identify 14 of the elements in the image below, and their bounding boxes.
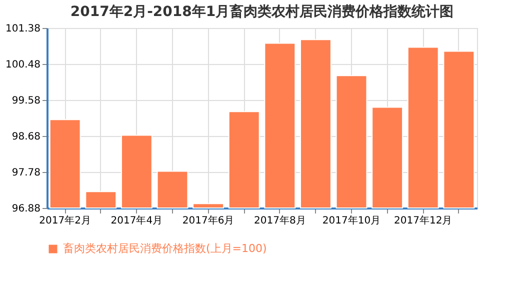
y-tick-label: 96.88 — [12, 204, 40, 214]
y-tick-label: 99.58 — [12, 96, 40, 106]
x-tick-label: 2017年8月 — [254, 214, 306, 226]
y-tick-label: 100.48 — [6, 60, 40, 70]
chart-title: 2017年2月-2018年1月畜肉类农村居民消费价格指数统计图 — [70, 3, 454, 20]
y-tick-label: 98.68 — [12, 132, 40, 142]
x-tick-label: 2017年2月 — [39, 214, 91, 226]
legend-label: 畜肉类农村居民消费价格指数(上月=100) — [63, 242, 267, 255]
y-tick-label: 101.38 — [6, 24, 40, 34]
x-tick-label: 2017年6月 — [182, 214, 234, 226]
x-tick-label: 2017年12月 — [394, 214, 452, 226]
x-tick-label: 2017年10月 — [322, 214, 381, 226]
y-tick-label: 97.78 — [12, 168, 40, 178]
x-tick-label: 2017年4月 — [110, 214, 163, 226]
